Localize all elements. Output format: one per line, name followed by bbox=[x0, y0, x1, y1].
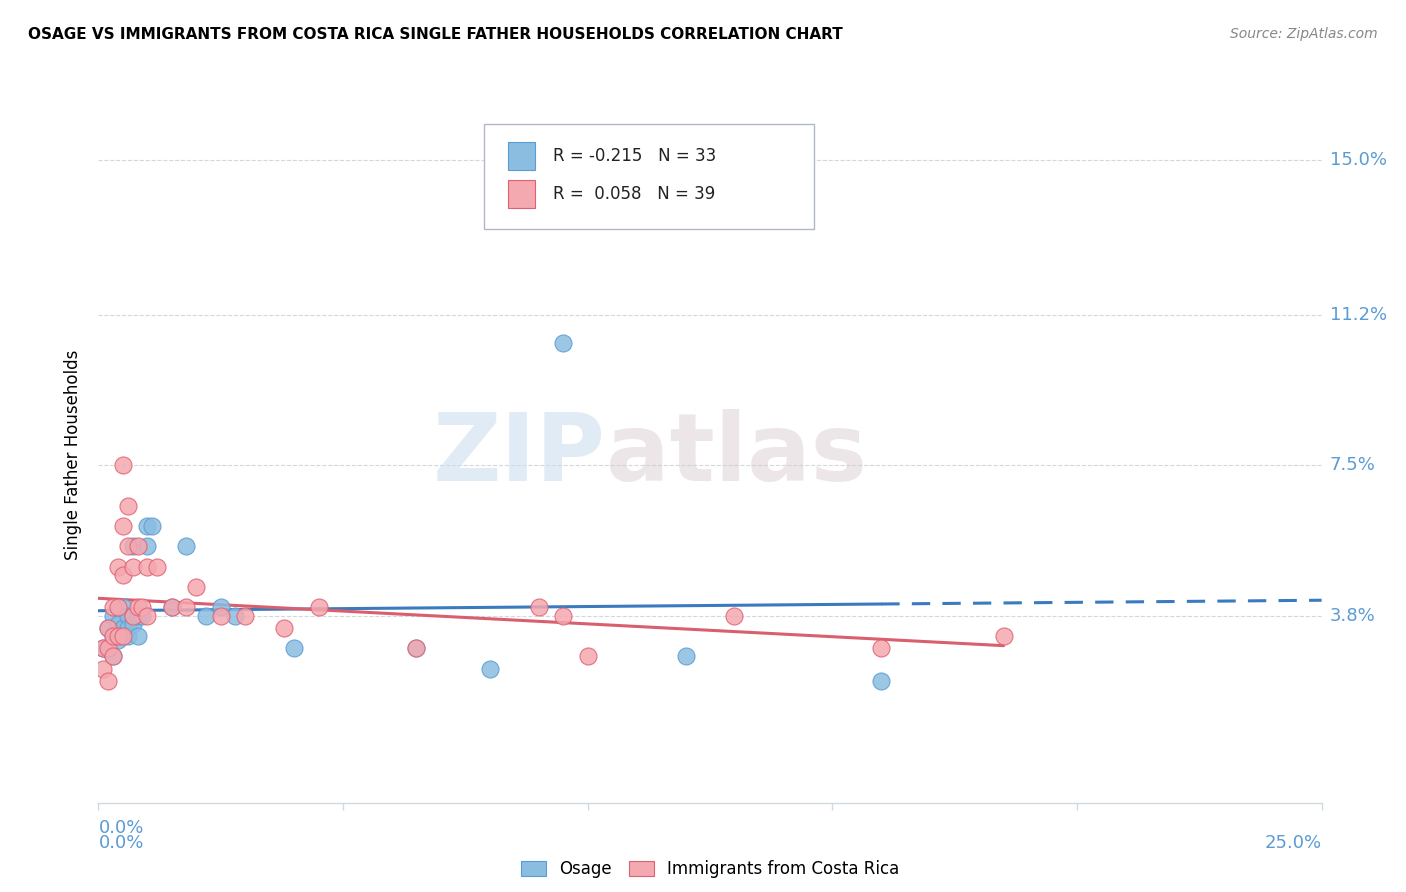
Point bbox=[224, 608, 246, 623]
Point bbox=[209, 608, 232, 623]
Text: 11.2%: 11.2% bbox=[1330, 306, 1388, 324]
Text: R = -0.215   N = 33: R = -0.215 N = 33 bbox=[554, 147, 717, 165]
Point bbox=[209, 600, 232, 615]
Point bbox=[141, 519, 163, 533]
Point bbox=[107, 616, 129, 631]
Point bbox=[136, 608, 159, 623]
Point bbox=[111, 568, 134, 582]
Point bbox=[136, 559, 159, 574]
Point bbox=[308, 600, 330, 615]
Point bbox=[993, 629, 1015, 643]
Text: R =  0.058   N = 39: R = 0.058 N = 39 bbox=[554, 185, 716, 203]
Point bbox=[283, 641, 305, 656]
Point bbox=[127, 600, 149, 615]
Y-axis label: Single Father Households: Single Father Households bbox=[65, 350, 83, 560]
Point bbox=[117, 540, 139, 554]
Point bbox=[127, 540, 149, 554]
Text: 25.0%: 25.0% bbox=[1264, 834, 1322, 852]
Point bbox=[273, 621, 295, 635]
Point bbox=[97, 621, 120, 635]
Point bbox=[111, 621, 134, 635]
Point bbox=[160, 600, 183, 615]
Point bbox=[478, 661, 501, 675]
Point bbox=[97, 673, 120, 688]
Point bbox=[870, 673, 893, 688]
Point bbox=[117, 608, 139, 623]
Point bbox=[117, 499, 139, 513]
Text: Source: ZipAtlas.com: Source: ZipAtlas.com bbox=[1230, 27, 1378, 41]
Point bbox=[101, 649, 124, 664]
Point bbox=[723, 608, 745, 623]
Point bbox=[136, 519, 159, 533]
Point bbox=[131, 608, 153, 623]
Point bbox=[117, 621, 139, 635]
Point bbox=[405, 641, 427, 656]
Text: 0.0%: 0.0% bbox=[98, 819, 143, 837]
FancyBboxPatch shape bbox=[484, 124, 814, 229]
Point bbox=[146, 559, 169, 574]
Point bbox=[553, 608, 575, 623]
Point bbox=[111, 600, 134, 615]
Point bbox=[405, 641, 427, 656]
Text: ZIP: ZIP bbox=[433, 409, 606, 501]
Point bbox=[97, 641, 120, 656]
Point bbox=[107, 629, 129, 643]
Point bbox=[107, 559, 129, 574]
Text: OSAGE VS IMMIGRANTS FROM COSTA RICA SINGLE FATHER HOUSEHOLDS CORRELATION CHART: OSAGE VS IMMIGRANTS FROM COSTA RICA SING… bbox=[28, 27, 842, 42]
Text: 7.5%: 7.5% bbox=[1330, 456, 1376, 474]
Legend: Osage, Immigrants from Costa Rica: Osage, Immigrants from Costa Rica bbox=[515, 854, 905, 885]
Point bbox=[127, 629, 149, 643]
Point bbox=[101, 629, 124, 643]
Point bbox=[131, 600, 153, 615]
Point bbox=[111, 519, 134, 533]
Point bbox=[121, 608, 143, 623]
Point bbox=[91, 641, 114, 656]
Point bbox=[121, 540, 143, 554]
FancyBboxPatch shape bbox=[508, 180, 536, 208]
Point bbox=[553, 336, 575, 351]
Point bbox=[870, 641, 893, 656]
Point bbox=[117, 629, 139, 643]
Point bbox=[121, 616, 143, 631]
Point bbox=[107, 633, 129, 648]
Point bbox=[127, 608, 149, 623]
Point bbox=[97, 621, 120, 635]
Point bbox=[675, 649, 697, 664]
Point bbox=[136, 540, 159, 554]
Point bbox=[101, 649, 124, 664]
Text: 15.0%: 15.0% bbox=[1330, 151, 1386, 169]
Text: 0.0%: 0.0% bbox=[98, 834, 143, 852]
Point bbox=[97, 641, 120, 656]
Text: atlas: atlas bbox=[606, 409, 868, 501]
Point bbox=[111, 629, 134, 643]
Point bbox=[111, 629, 134, 643]
Point bbox=[101, 608, 124, 623]
Point bbox=[527, 600, 550, 615]
Point bbox=[121, 559, 143, 574]
Point bbox=[111, 458, 134, 472]
Point bbox=[186, 580, 208, 594]
Point bbox=[101, 600, 124, 615]
Point bbox=[176, 540, 198, 554]
Point bbox=[176, 600, 198, 615]
Point bbox=[576, 649, 599, 664]
Point bbox=[107, 600, 129, 615]
Point bbox=[101, 629, 124, 643]
Point bbox=[91, 661, 114, 675]
Point bbox=[233, 608, 256, 623]
Point bbox=[160, 600, 183, 615]
FancyBboxPatch shape bbox=[508, 142, 536, 169]
Point bbox=[91, 641, 114, 656]
Text: 3.8%: 3.8% bbox=[1330, 607, 1375, 624]
Point bbox=[195, 608, 218, 623]
